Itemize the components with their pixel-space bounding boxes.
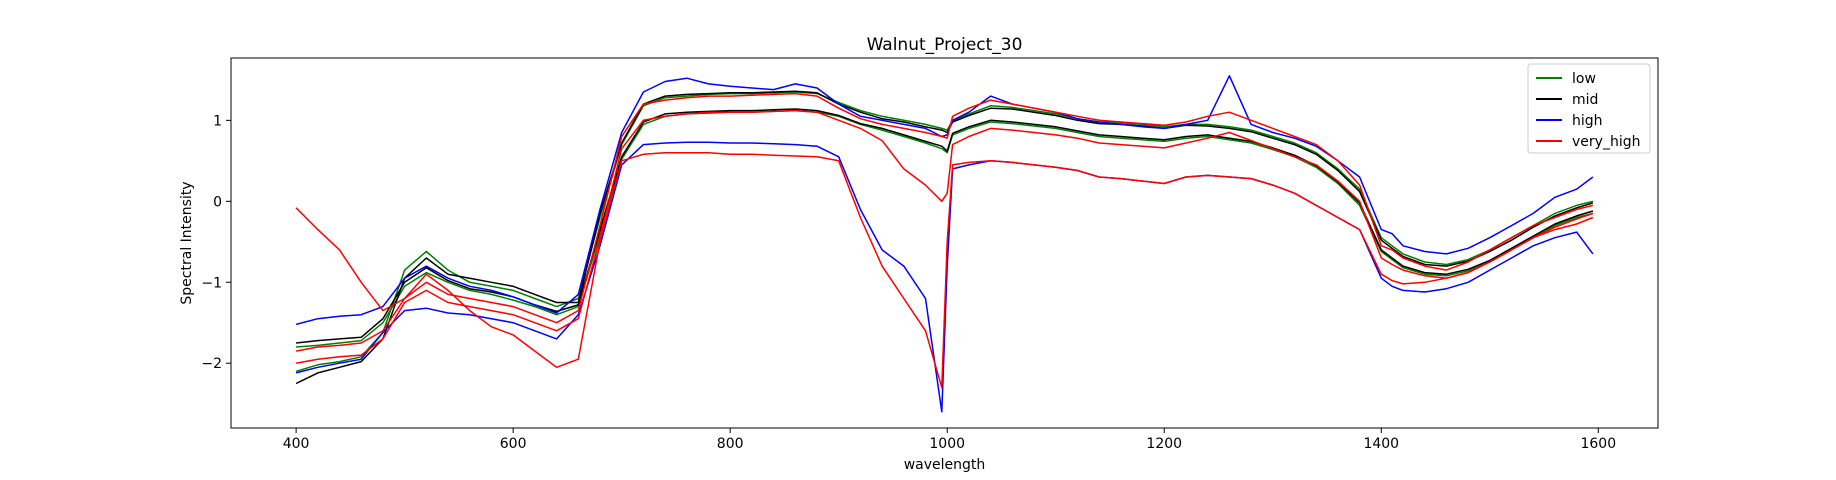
x-tick-label: 1400 bbox=[1363, 436, 1399, 452]
x-tick-label: 1000 bbox=[929, 436, 965, 452]
series-high bbox=[295, 75, 1594, 413]
x-axis-label: wavelength bbox=[904, 457, 986, 473]
legend-box bbox=[1527, 63, 1651, 154]
series-line-very-high-2 bbox=[295, 92, 1594, 352]
legend-label-low: low bbox=[1572, 71, 1596, 87]
series-line-very-high-1 bbox=[295, 151, 1594, 389]
y-tick-label: −1 bbox=[201, 275, 222, 291]
x-tick-label: 800 bbox=[717, 436, 744, 452]
y-tick-label: 0 bbox=[213, 194, 222, 210]
series-very-high bbox=[295, 92, 1594, 389]
x-tick-label: 600 bbox=[500, 436, 527, 452]
plot-frame bbox=[230, 57, 1659, 429]
legend-label-mid: mid bbox=[1572, 92, 1598, 108]
legend-label-very-high: very_high bbox=[1572, 134, 1640, 150]
series-line-high-1 bbox=[295, 75, 1594, 326]
y-axis-label: Spectral Intensity bbox=[179, 181, 195, 304]
x-tick-label: 400 bbox=[283, 436, 310, 452]
legend: low mid high very_high bbox=[1527, 63, 1651, 154]
x-tick-label: 1200 bbox=[1146, 436, 1182, 452]
x-tick-label: 1600 bbox=[1580, 436, 1616, 452]
series-line-very-high-3 bbox=[295, 109, 1594, 364]
y-tick-label: −2 bbox=[201, 356, 222, 372]
chart-title: Walnut_Project_30 bbox=[867, 35, 1023, 55]
series-line-high-2 bbox=[295, 141, 1594, 413]
y-tick-label: 1 bbox=[213, 113, 222, 129]
legend-label-high: high bbox=[1572, 113, 1603, 129]
